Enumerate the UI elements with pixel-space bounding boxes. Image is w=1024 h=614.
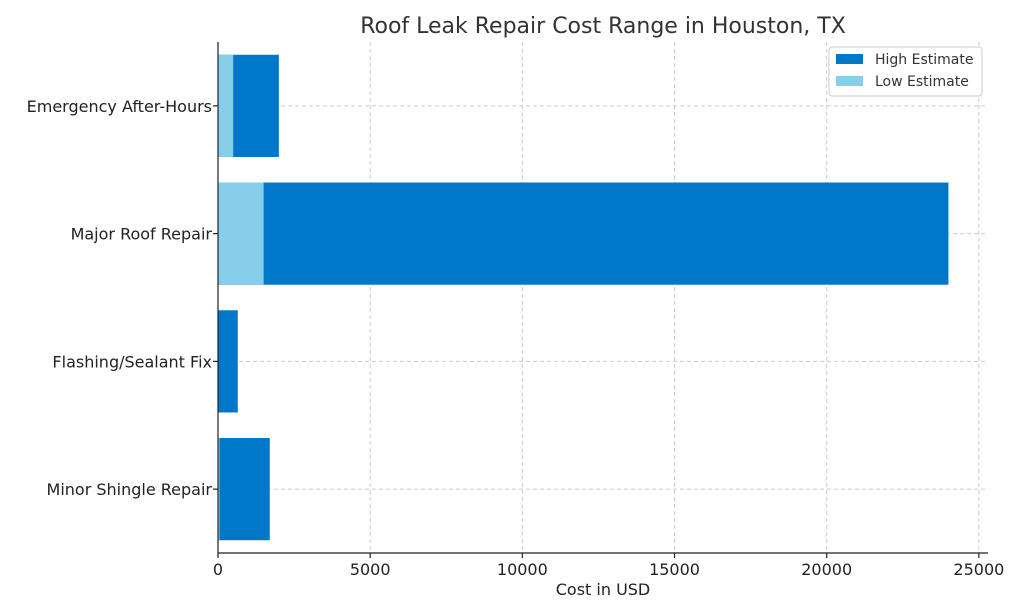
- legend-label: Low Estimate: [875, 74, 969, 90]
- grid: [217, 42, 988, 553]
- low-estimate-bar: [218, 182, 264, 285]
- y-tick-label: Emergency After-Hours: [27, 97, 212, 116]
- x-tick-label: 0: [213, 560, 223, 579]
- x-tick-label: 5000: [350, 560, 391, 579]
- axes: [217, 42, 988, 554]
- bars: [218, 54, 949, 541]
- x-tick-label: 10000: [497, 560, 548, 579]
- y-tick-label: Flashing/Sealant Fix: [52, 352, 212, 371]
- chart-title: Roof Leak Repair Cost Range in Houston, …: [360, 14, 846, 39]
- legend-label: High Estimate: [875, 52, 973, 68]
- y-tick-labels: Minor Shingle Repair Flashing/Sealant Fix…: [27, 97, 218, 499]
- low-estimate-bar: [218, 54, 234, 157]
- high-estimate-bar: [218, 310, 238, 413]
- legend-swatch: [836, 54, 863, 64]
- x-tick-label: 20000: [801, 560, 852, 579]
- low-estimate-bar: [218, 438, 220, 541]
- high-estimate-bar: [218, 438, 270, 541]
- legend-box: [828, 46, 983, 97]
- x-axis-label: Cost in USD: [556, 580, 651, 599]
- high-estimate-bar: [218, 182, 949, 285]
- x-tick-label: 15000: [649, 560, 700, 579]
- legend: High Estimate Low Estimate: [828, 46, 983, 97]
- y-tick-label: Major Roof Repair: [71, 225, 213, 244]
- x-tick-labels: 0 5000 10000 15000 20000 25000: [213, 553, 1004, 579]
- x-tick-label: 25000: [953, 560, 1004, 579]
- legend-swatch: [836, 76, 863, 86]
- y-tick-label: Minor Shingle Repair: [47, 480, 213, 499]
